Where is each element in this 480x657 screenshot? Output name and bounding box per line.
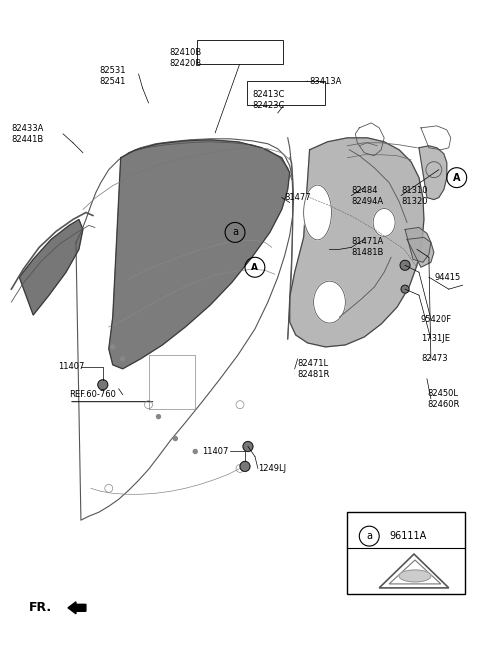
Text: a: a: [366, 531, 372, 541]
Text: a: a: [232, 227, 238, 237]
Ellipse shape: [373, 208, 395, 237]
FancyBboxPatch shape: [348, 512, 465, 594]
Text: FR.: FR.: [29, 601, 52, 614]
Circle shape: [193, 449, 197, 453]
Circle shape: [240, 461, 250, 471]
Circle shape: [156, 415, 160, 419]
Text: 82473: 82473: [421, 354, 447, 363]
FancyBboxPatch shape: [197, 40, 283, 64]
Text: 82531
82541: 82531 82541: [99, 66, 126, 86]
Polygon shape: [19, 219, 83, 315]
Text: 1731JE: 1731JE: [421, 334, 450, 344]
Text: 1249LJ: 1249LJ: [258, 464, 286, 473]
Polygon shape: [407, 237, 434, 267]
Text: 82484
82494A: 82484 82494A: [351, 185, 384, 206]
FancyArrow shape: [68, 602, 86, 614]
Text: A: A: [453, 173, 460, 183]
Text: 82471L
82481R: 82471L 82481R: [298, 359, 330, 379]
Text: 96111A: 96111A: [389, 531, 426, 541]
Text: 82413C
82423C: 82413C 82423C: [252, 90, 284, 110]
Text: 81477: 81477: [285, 193, 312, 202]
Polygon shape: [290, 138, 424, 347]
Text: A: A: [252, 263, 258, 272]
Text: 81310
81320: 81310 81320: [401, 185, 428, 206]
Text: 81471A
81481B: 81471A 81481B: [351, 237, 384, 258]
Circle shape: [120, 357, 125, 361]
Polygon shape: [419, 146, 447, 200]
Ellipse shape: [304, 185, 332, 240]
Ellipse shape: [399, 570, 431, 582]
Text: 82433A
82441B: 82433A 82441B: [12, 124, 44, 144]
Polygon shape: [405, 227, 431, 262]
Text: 94415: 94415: [435, 273, 461, 282]
Circle shape: [173, 436, 178, 441]
Circle shape: [243, 442, 253, 451]
Text: 82410B
82420B: 82410B 82420B: [169, 48, 202, 68]
Polygon shape: [109, 140, 290, 369]
Ellipse shape: [313, 281, 346, 323]
Circle shape: [111, 345, 115, 349]
Text: 11407: 11407: [202, 447, 228, 456]
Text: REF.60-760: REF.60-760: [69, 390, 116, 399]
Circle shape: [400, 260, 410, 270]
Text: 83413A: 83413A: [310, 77, 342, 85]
Text: 95420F: 95420F: [421, 315, 452, 323]
Text: 82450L
82460R: 82450L 82460R: [427, 389, 459, 409]
Circle shape: [401, 285, 409, 293]
Text: 11407: 11407: [58, 363, 84, 371]
Circle shape: [98, 380, 108, 390]
FancyBboxPatch shape: [247, 81, 324, 105]
